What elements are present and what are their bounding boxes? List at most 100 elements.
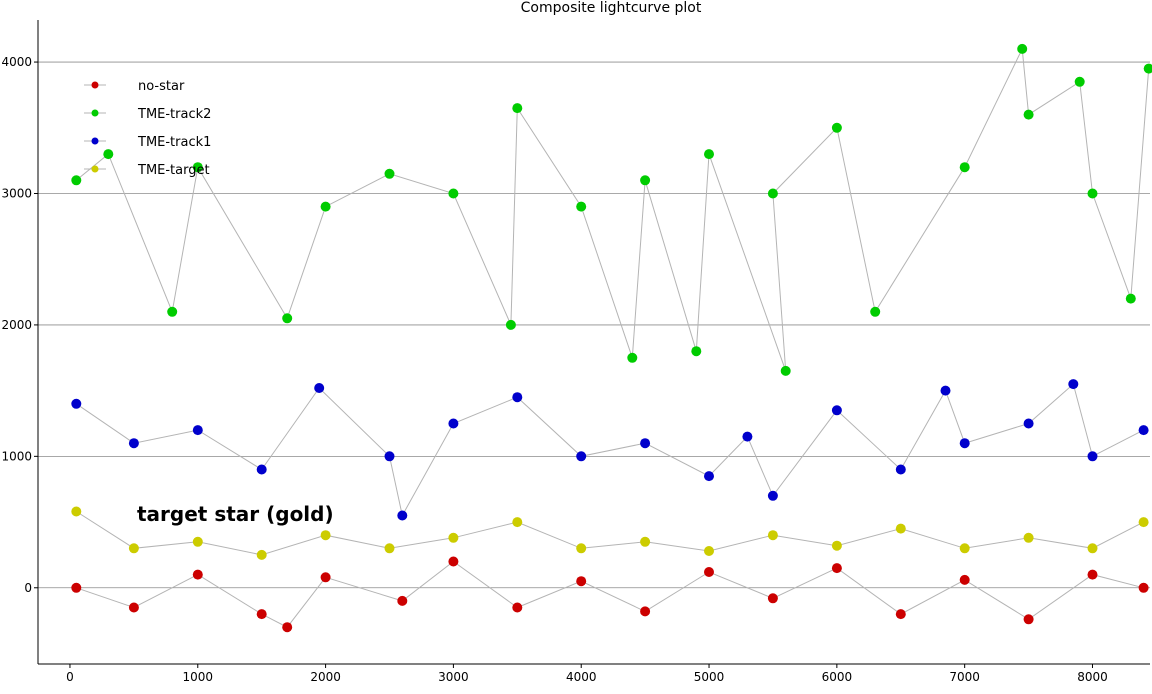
point-tme-target-13	[895, 523, 906, 534]
point-tme-target-2	[192, 536, 203, 547]
y-tick-label-0: 0	[24, 581, 32, 595]
point-tme-track1-0	[71, 398, 82, 409]
point-tme-track1-11	[704, 471, 714, 482]
point-tme-target-16	[1087, 543, 1098, 554]
point-tme-track1-17	[959, 438, 970, 449]
x-tick-label-3: 3000	[438, 670, 469, 684]
point-tme-track2-13	[691, 346, 702, 357]
point-tme-target-17	[1138, 517, 1149, 528]
point-tme-track1-9	[576, 451, 587, 462]
point-tme-track2-5	[320, 201, 331, 212]
point-no-star-14	[895, 609, 906, 620]
series-line-tme-track2	[75, 47, 1150, 372]
point-tme-target-10	[704, 546, 714, 556]
point-tme-target-5	[384, 543, 395, 554]
x-tick-label-2: 2000	[310, 670, 341, 684]
legend-marker-2	[91, 137, 99, 145]
point-tme-track2-8	[505, 319, 516, 330]
point-tme-track2-18	[870, 306, 881, 317]
point-tme-track1-18	[1023, 418, 1034, 429]
gridlines	[38, 61, 1150, 589]
y-tick-label-4: 4000	[1, 55, 32, 69]
point-tme-track1-3	[256, 464, 267, 475]
legend-label-1: TME-track2	[137, 107, 211, 122]
point-tme-track1-6	[397, 510, 408, 521]
point-tme-track2-14	[704, 149, 714, 160]
x-tick-label-6: 6000	[822, 670, 853, 684]
point-tme-track1-5	[384, 451, 395, 462]
point-no-star-3	[256, 609, 267, 620]
y-tick-label-1: 1000	[1, 449, 32, 463]
point-no-star-1	[128, 602, 139, 613]
point-tme-track1-15	[895, 464, 906, 475]
point-tme-target-9	[640, 536, 651, 547]
y-axis-ticks: 0 1000 2000 3000 4000	[1, 55, 38, 595]
legend-label-2: TME-track1	[137, 135, 211, 150]
point-tme-target-14	[959, 543, 970, 554]
point-tme-track2-24	[1125, 293, 1136, 304]
point-tme-track2-15	[780, 365, 791, 376]
point-tme-track2-10	[576, 201, 587, 212]
point-tme-track2-3	[192, 162, 203, 173]
legend-label-0: no-star	[138, 79, 185, 94]
point-tme-track1-16	[940, 385, 951, 396]
point-no-star-12	[767, 593, 778, 604]
point-tme-track1-21	[1138, 425, 1149, 436]
point-tme-track2-6	[384, 168, 395, 179]
point-tme-target-12	[831, 540, 842, 551]
point-no-star-11	[704, 567, 714, 577]
point-no-star-5	[320, 572, 331, 583]
y-tick-label-2: 2000	[1, 318, 32, 332]
point-tme-target-1	[128, 543, 139, 554]
point-no-star-6	[397, 595, 408, 606]
x-tick-label-8: 8000	[1077, 670, 1108, 684]
point-tme-track2-12	[640, 175, 651, 186]
point-tme-track2-17	[831, 122, 842, 133]
legend-marker-3	[91, 165, 99, 173]
point-no-star-16	[1023, 614, 1034, 625]
series-line-tme-target	[76, 511, 1144, 556]
point-no-star-2	[192, 569, 203, 580]
point-tme-track1-4	[314, 383, 325, 393]
point-no-star-13	[831, 563, 842, 574]
point-tme-track2-11	[627, 352, 638, 363]
point-tme-track2-0	[71, 175, 82, 186]
point-tme-track1-12	[742, 431, 753, 442]
point-tme-track2-2	[167, 306, 178, 317]
point-tme-track1-10	[640, 438, 651, 449]
point-tme-target-11	[767, 530, 778, 541]
point-tme-track1-20	[1087, 451, 1098, 462]
point-tme-target-8	[576, 543, 587, 554]
point-tme-track2-23	[1087, 188, 1098, 199]
point-no-star-7	[448, 556, 459, 567]
y-tick-label-3: 3000	[1, 186, 32, 200]
data-points	[71, 43, 1152, 633]
x-tick-label-5: 5000	[694, 670, 725, 684]
point-no-star-8	[512, 602, 523, 613]
point-tme-target-4	[320, 530, 331, 541]
point-no-star-17	[1087, 569, 1098, 580]
point-tme-track2-4	[282, 313, 293, 324]
point-no-star-10	[640, 606, 651, 617]
point-tme-track2-7	[448, 188, 459, 199]
point-tme-track2-1	[103, 149, 114, 160]
x-tick-label-7: 7000	[949, 670, 980, 684]
point-tme-track2-25	[1143, 63, 1152, 74]
point-tme-target-3	[256, 549, 267, 560]
point-tme-track1-13	[767, 490, 778, 501]
chart-title: Composite lightcurve plot	[521, 0, 702, 16]
point-tme-track2-20	[1017, 43, 1028, 54]
point-tme-track1-7	[448, 418, 459, 429]
x-tick-label-0: 0	[66, 670, 74, 684]
point-tme-track2-9	[512, 103, 523, 114]
point-no-star-15	[959, 574, 970, 585]
point-tme-track1-19	[1068, 379, 1079, 390]
point-tme-target-0	[71, 506, 82, 517]
point-tme-track1-1	[128, 438, 139, 449]
point-no-star-18	[1138, 582, 1149, 593]
x-tick-label-1: 1000	[182, 670, 213, 684]
legend: no-star TME-track2 TME-track1 TME-target	[84, 79, 211, 178]
point-tme-track1-2	[192, 425, 203, 436]
